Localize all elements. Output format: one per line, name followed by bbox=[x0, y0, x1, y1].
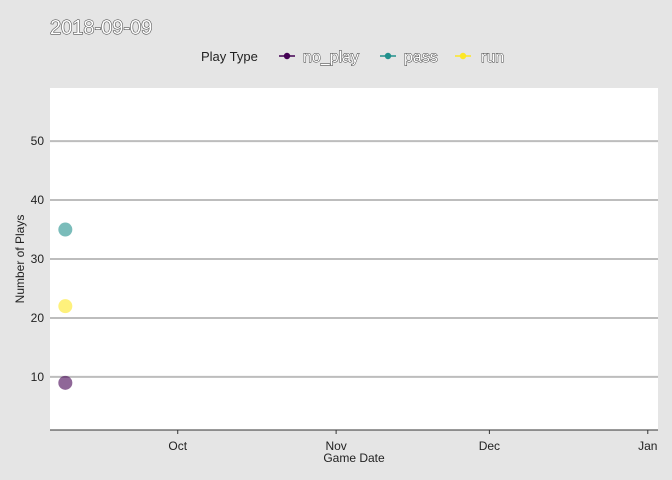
legend-label: no_play bbox=[303, 49, 359, 66]
legend-label: run bbox=[481, 49, 504, 66]
x-tick-label: Oct bbox=[168, 439, 187, 453]
y-tick-label: 50 bbox=[31, 134, 45, 148]
legend-key-point bbox=[459, 52, 467, 60]
point-run bbox=[58, 299, 73, 314]
axes: 10 20 30 40 50 Oct Nov Dec Jan bbox=[31, 134, 658, 453]
x-tick-label: Jan bbox=[638, 439, 657, 453]
x-tick-label: Nov bbox=[325, 439, 346, 453]
legend-title: Play Type bbox=[201, 49, 258, 64]
legend: Play Type no_play pass run bbox=[201, 49, 505, 67]
data-points bbox=[58, 222, 73, 390]
y-tick-label: 20 bbox=[31, 311, 45, 325]
chart-title: 2018-09-09 bbox=[50, 17, 152, 39]
y-tick-label: 40 bbox=[31, 193, 45, 207]
y-axis-title: Number of Plays bbox=[13, 215, 27, 304]
y-tick-label: 10 bbox=[31, 370, 45, 384]
point-pass bbox=[58, 222, 73, 237]
legend-key-point bbox=[384, 52, 392, 60]
x-axis-title: Game Date bbox=[323, 451, 385, 465]
legend-label: pass bbox=[404, 49, 438, 66]
legend-key-point bbox=[283, 52, 291, 60]
point-no-play bbox=[58, 375, 73, 390]
x-tick-label: Dec bbox=[479, 439, 500, 453]
y-tick-label: 30 bbox=[31, 252, 45, 266]
gridlines bbox=[50, 140, 658, 378]
